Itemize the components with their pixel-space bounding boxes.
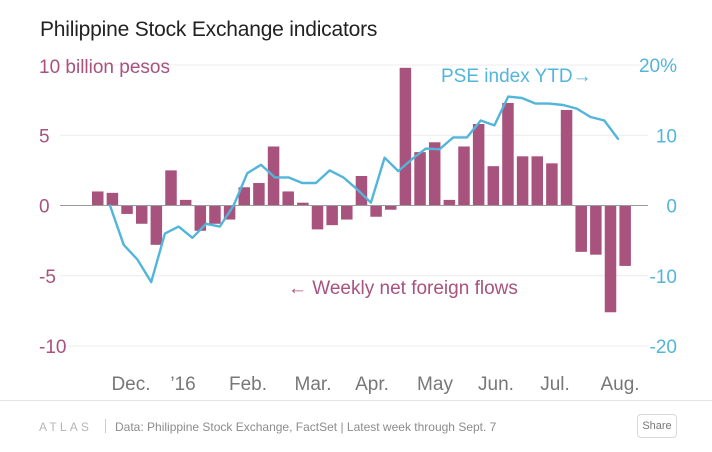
x-tick-label: ’16 bbox=[170, 374, 195, 395]
x-tick-label: Jun. bbox=[478, 374, 514, 395]
bar bbox=[165, 170, 177, 206]
bar bbox=[502, 102, 514, 206]
source-note: Data: Philippine Stock Exchange, FactSet… bbox=[115, 420, 497, 434]
left-tick-label: 5 bbox=[39, 126, 50, 147]
bar bbox=[355, 176, 368, 206]
bar bbox=[326, 205, 338, 226]
line-series bbox=[108, 95, 620, 284]
right-tick-label: 0 bbox=[666, 197, 677, 218]
bar bbox=[238, 187, 250, 206]
x-tick-label: Jul. bbox=[540, 374, 570, 395]
pse-index-line bbox=[108, 95, 620, 284]
bar bbox=[546, 163, 558, 206]
bar bbox=[531, 156, 543, 206]
left-tick-label: -10 bbox=[39, 337, 66, 358]
bar bbox=[399, 67, 412, 206]
bar bbox=[341, 205, 353, 220]
x-tick-label: Dec. bbox=[111, 374, 150, 395]
bar bbox=[516, 156, 529, 206]
x-tick-label: Aug. bbox=[600, 374, 639, 395]
chart: 5 0 -5 -10 20% 10 0 -10 -20 Dec. ’16 Feb. Mar. Apr. Ma… bbox=[39, 56, 677, 395]
bar bbox=[443, 199, 456, 206]
bar bbox=[458, 146, 470, 206]
bar bbox=[135, 205, 148, 224]
bar bbox=[209, 205, 221, 224]
right-tick-label: 10 bbox=[656, 126, 677, 147]
bar bbox=[311, 205, 324, 230]
left-tick-label: 0 bbox=[39, 197, 50, 218]
x-tick-label: Apr. bbox=[355, 374, 389, 395]
bar bbox=[560, 109, 573, 206]
left-tick-label: -5 bbox=[39, 267, 56, 288]
bar bbox=[385, 205, 397, 210]
share-button[interactable]: Share bbox=[637, 414, 677, 438]
bar bbox=[472, 124, 485, 206]
gridlines bbox=[60, 64, 648, 347]
right-tick-label: -20 bbox=[650, 337, 677, 358]
bar bbox=[121, 205, 133, 214]
line-series-label: PSE index YTD→ bbox=[441, 66, 592, 87]
atlas-logo: ATLAS bbox=[39, 420, 93, 434]
bar bbox=[253, 183, 265, 206]
bar bbox=[370, 205, 382, 217]
bar bbox=[282, 191, 294, 206]
left-axis-unit-label: 10 billion pesos bbox=[39, 57, 170, 78]
chart-title: Philippine Stock Exchange indicators bbox=[40, 18, 378, 41]
footer-divider bbox=[105, 419, 106, 433]
bar bbox=[575, 205, 587, 252]
right-tick-label: 20% bbox=[639, 56, 677, 77]
x-tick-label: May bbox=[417, 374, 453, 395]
bar bbox=[487, 166, 500, 206]
bar bbox=[92, 191, 104, 206]
bar bbox=[590, 205, 602, 255]
bar bbox=[619, 205, 631, 266]
bar bbox=[297, 202, 309, 206]
bar bbox=[414, 152, 426, 206]
bar bbox=[150, 205, 163, 245]
x-tick-label: Feb. bbox=[229, 374, 267, 395]
bar-series-label: ← Weekly net foreign flows bbox=[288, 278, 518, 299]
bar bbox=[179, 199, 192, 206]
bar bbox=[194, 205, 207, 231]
axis-tick-labels: 5 0 -5 -10 20% 10 0 -10 -20 Dec. ’16 Feb. Mar. Apr. Ma… bbox=[39, 56, 677, 395]
right-tick-label: -10 bbox=[650, 267, 677, 288]
bar bbox=[604, 205, 617, 313]
footer: ATLAS Data: Philippine Stock Exchange, F… bbox=[0, 400, 712, 452]
bar bbox=[428, 142, 441, 206]
bar bbox=[106, 192, 119, 206]
x-tick-label: Mar. bbox=[295, 374, 332, 395]
